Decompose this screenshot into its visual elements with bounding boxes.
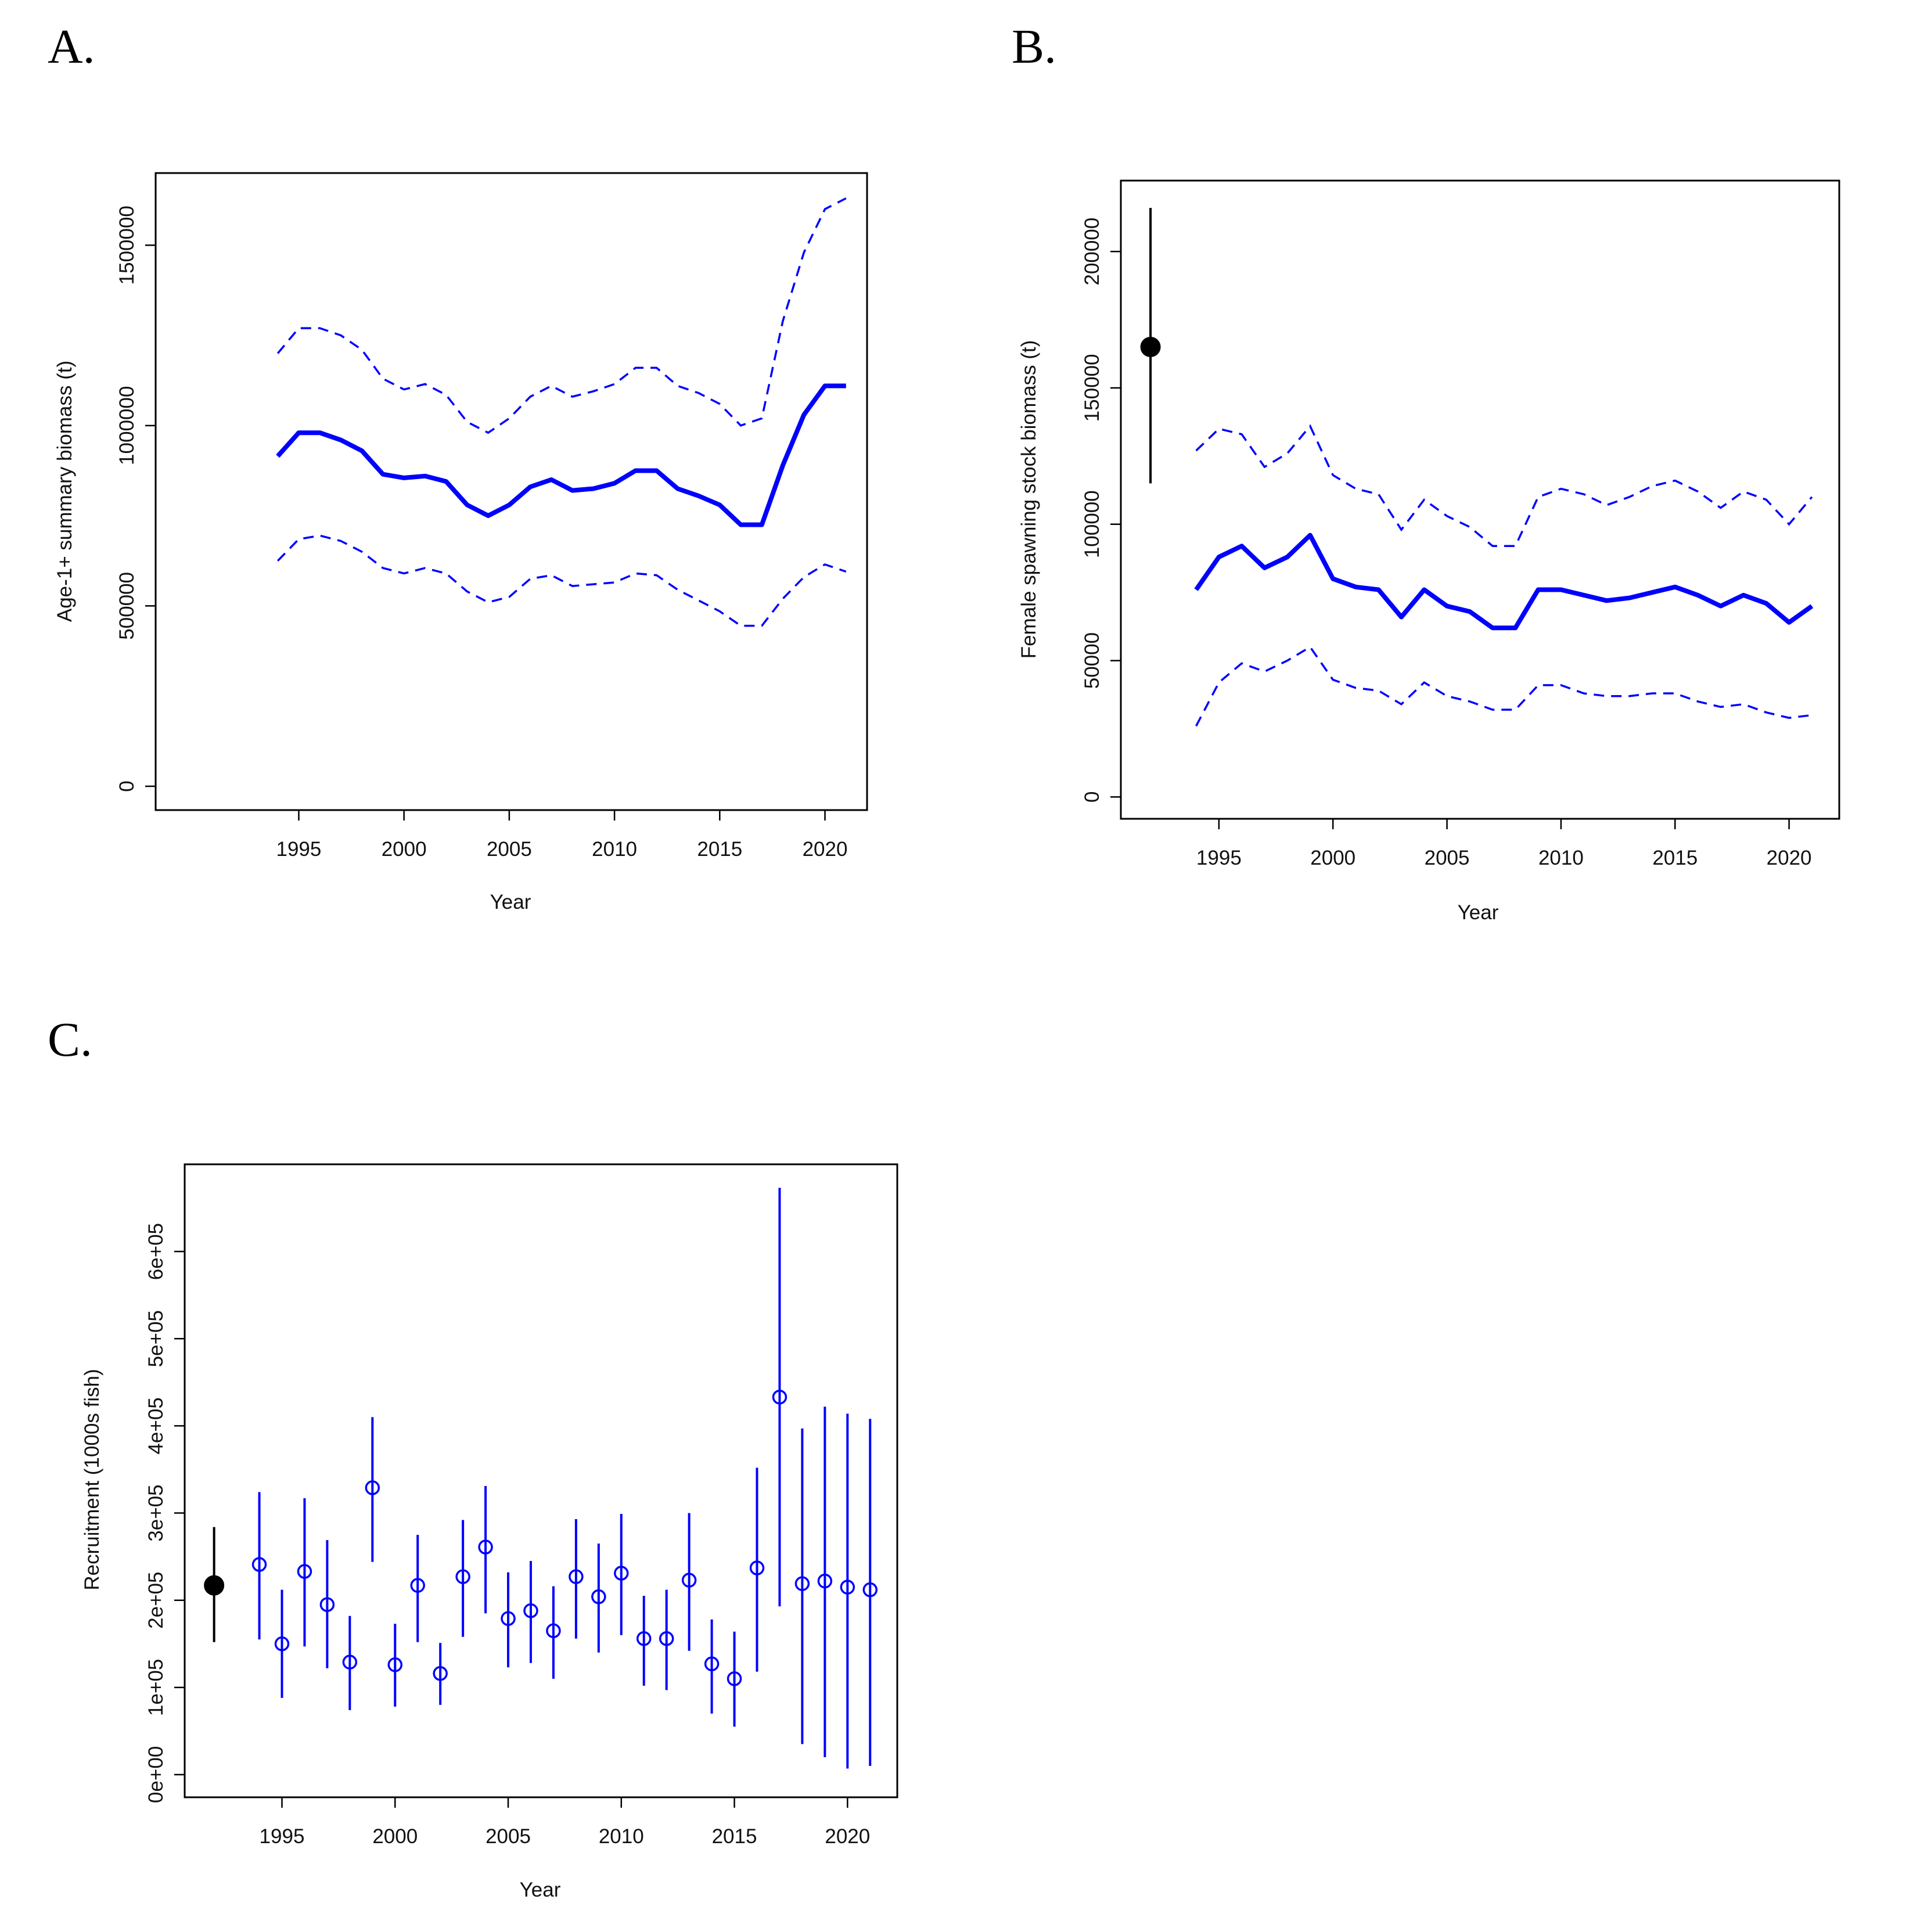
y-tick-label-c-4: 4e+05	[145, 1397, 167, 1454]
data-point-c-26	[840, 1580, 855, 1595]
x-tick-label-b-3: 2010	[1538, 847, 1584, 869]
plot-frame-a	[154, 172, 868, 811]
data-point-c-15	[591, 1589, 606, 1604]
x-tick-label-a-0: 1995	[276, 838, 322, 861]
y-axis-a: 0 500000 1000000 1500000	[116, 206, 156, 792]
data-point-c-9	[455, 1569, 470, 1584]
estimate-line-b	[1194, 533, 1814, 631]
chart-panel-c: 0e+00 1e+05 2e+05 3e+05 4e+05 5e+05 6e+05 1995…	[81, 1163, 898, 1901]
x-tick-label-c-5: 2020	[825, 1825, 870, 1848]
x-tick-label-a-2: 2005	[487, 838, 532, 861]
panel-label-b: B.	[1012, 20, 1056, 74]
data-point-c-16	[614, 1566, 629, 1581]
estimate-line-a	[276, 383, 846, 527]
x-tick-label-c-1: 2000	[372, 1825, 418, 1848]
y-tick-label-a-1: 500000	[116, 572, 138, 640]
unfished-point-c	[204, 1575, 225, 1596]
y-tick-label-b-3: 150000	[1081, 354, 1103, 422]
data-point-c-24	[794, 1576, 810, 1591]
y-axis-title-b: Female spawning stock biomass (t)	[1017, 340, 1040, 659]
upper-ci-line-b	[1195, 424, 1813, 548]
y-tick-label-c-2: 2e+05	[145, 1572, 167, 1629]
x-tick-label-b-0: 1995	[1196, 847, 1242, 869]
x-axis-a: 1995 2000 2005 2010 2015 2020	[276, 810, 848, 861]
data-point-c-22	[749, 1560, 765, 1575]
x-tick-label-b-1: 2000	[1310, 847, 1355, 869]
y-tick-label-c-5: 5e+05	[145, 1310, 167, 1367]
y-tick-label-b-2: 100000	[1081, 490, 1103, 558]
data-point-c-13	[546, 1623, 561, 1638]
series-group-a	[276, 197, 847, 627]
plot-frame-c	[184, 1163, 898, 1798]
y-axis-c: 0e+00 1e+05 2e+05 3e+05 4e+05 5e+05 6e+05	[145, 1223, 185, 1803]
y-tick-label-b-1: 50000	[1081, 632, 1103, 689]
data-point-c-12	[523, 1603, 538, 1618]
x-tick-label-c-4: 2015	[712, 1825, 757, 1848]
data-point-c-23	[772, 1390, 788, 1405]
data-point-c-21	[727, 1671, 742, 1686]
data-point-c-25	[817, 1573, 833, 1589]
x-tick-label-a-5: 2020	[803, 838, 848, 861]
lower-ci-line-b	[1195, 645, 1813, 727]
x-tick-label-b-2: 2005	[1425, 847, 1470, 869]
x-tick-label-c-3: 2010	[599, 1825, 644, 1848]
data-point-c-18	[659, 1631, 674, 1646]
data-point-c-2	[297, 1564, 312, 1579]
y-tick-label-c-1: 1e+05	[145, 1659, 167, 1716]
x-axis-title-b: Year	[1458, 901, 1499, 924]
data-point-c-6	[387, 1657, 403, 1672]
data-point-c-11	[501, 1611, 516, 1626]
x-tick-label-a-3: 2010	[592, 838, 637, 861]
data-point-c-14	[569, 1569, 584, 1584]
data-point-c-10	[478, 1539, 493, 1555]
series-group-b	[1140, 207, 1814, 727]
chart-panel-a: 0 500000 1000000 1500000 1995 2000 2005 2010 20…	[53, 172, 868, 913]
unfished-point-b	[1140, 336, 1161, 357]
data-point-c-3	[319, 1597, 335, 1612]
x-tick-label-a-1: 2000	[382, 838, 427, 861]
data-point-c-17	[636, 1631, 652, 1646]
x-axis-b: 1995 2000 2005 2010 2015 2020	[1196, 819, 1812, 869]
data-point-c-20	[704, 1656, 720, 1672]
y-axis-title-c: Recruitment (1000s fish)	[81, 1369, 103, 1590]
y-axis-b: 0 50000 100000 150000 200000	[1081, 218, 1121, 803]
x-tick-label-b-4: 2015	[1652, 847, 1698, 869]
y-tick-label-c-3: 3e+05	[145, 1484, 167, 1541]
y-tick-label-c-6: 6e+05	[145, 1223, 167, 1280]
y-tick-label-b-0: 0	[1081, 791, 1103, 803]
x-tick-label-b-5: 2020	[1767, 847, 1812, 869]
x-axis-title-a: Year	[490, 891, 531, 913]
y-tick-label-a-3: 1500000	[116, 206, 138, 285]
x-tick-label-c-2: 2005	[486, 1825, 531, 1848]
y-tick-label-a-0: 0	[116, 780, 138, 791]
y-axis-title-a: Age-1+ summary biomass (t)	[53, 361, 76, 622]
chart-panel-b: 0 50000 100000 150000 200000 1995 2000 2005 201…	[1017, 179, 1840, 924]
y-tick-label-c-0: 0e+00	[145, 1746, 167, 1803]
data-point-c-27	[862, 1582, 878, 1598]
y-tick-label-a-2: 1000000	[116, 386, 138, 465]
y-tick-label-b-4: 200000	[1081, 218, 1103, 286]
x-tick-label-a-4: 2015	[697, 838, 742, 861]
data-point-c-1	[274, 1636, 290, 1652]
data-point-c-0	[251, 1557, 267, 1572]
plot-frame-b	[1120, 179, 1840, 820]
x-axis-c: 1995 2000 2005 2010 2015 2020	[260, 1797, 870, 1848]
x-tick-label-c-0: 1995	[260, 1825, 305, 1848]
lower-ci-line-a	[276, 534, 847, 627]
data-point-c-19	[681, 1573, 697, 1588]
x-axis-title-c: Year	[520, 1879, 561, 1901]
series-group-c	[204, 1188, 878, 1769]
panel-label-c: C.	[48, 1013, 92, 1067]
data-point-c-8	[433, 1666, 448, 1681]
panel-label-a: A.	[48, 20, 95, 74]
upper-ci-line-a	[276, 197, 847, 434]
data-point-c-7	[410, 1578, 425, 1593]
data-point-c-4	[342, 1654, 358, 1670]
data-point-c-5	[365, 1480, 380, 1495]
